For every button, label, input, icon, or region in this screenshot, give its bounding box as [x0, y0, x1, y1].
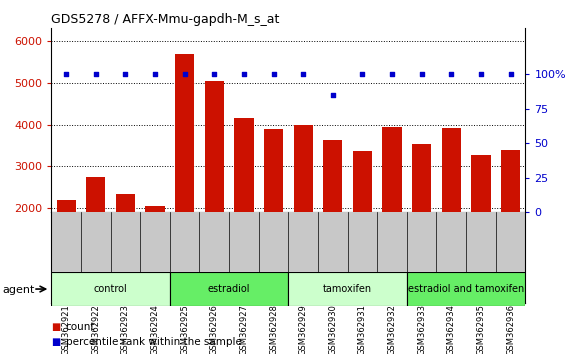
Point	[447, 72, 456, 77]
Text: percentile rank within the sample: percentile rank within the sample	[66, 337, 242, 347]
Text: agent: agent	[3, 285, 35, 295]
Point	[62, 72, 71, 77]
Bar	[264, 129, 283, 292]
Bar	[293, 125, 313, 292]
Bar	[471, 155, 490, 292]
Text: ■: ■	[51, 322, 61, 332]
Text: count: count	[66, 322, 95, 332]
Bar	[234, 118, 254, 292]
Bar	[407, 272, 525, 306]
Bar	[412, 144, 431, 292]
Point	[417, 72, 426, 77]
Bar	[204, 81, 224, 292]
Point	[269, 72, 278, 77]
Bar	[175, 54, 194, 292]
Point	[299, 72, 308, 77]
Bar	[353, 151, 372, 292]
Bar	[146, 206, 164, 292]
Point	[388, 72, 397, 77]
Point	[476, 72, 485, 77]
Point	[151, 72, 160, 77]
Point	[180, 72, 189, 77]
Bar	[86, 177, 106, 292]
Point	[121, 72, 130, 77]
Text: estradiol and tamoxifen: estradiol and tamoxifen	[408, 284, 524, 294]
Point	[328, 92, 337, 98]
Bar	[170, 272, 288, 306]
Bar	[501, 150, 520, 292]
Text: GDS5278 / AFFX-Mmu-gapdh-M_s_at: GDS5278 / AFFX-Mmu-gapdh-M_s_at	[51, 13, 280, 26]
Point	[358, 72, 367, 77]
Text: ■: ■	[51, 337, 61, 347]
Point	[91, 72, 100, 77]
Bar	[116, 194, 135, 292]
Point	[239, 72, 248, 77]
Bar	[51, 272, 170, 306]
Bar	[383, 127, 401, 292]
Point	[506, 72, 515, 77]
Text: tamoxifen: tamoxifen	[323, 284, 372, 294]
Text: estradiol: estradiol	[208, 284, 250, 294]
Bar	[57, 200, 76, 292]
Text: control: control	[94, 284, 127, 294]
Bar	[441, 128, 461, 292]
Bar	[288, 272, 407, 306]
Bar	[323, 141, 343, 292]
Point	[210, 72, 219, 77]
